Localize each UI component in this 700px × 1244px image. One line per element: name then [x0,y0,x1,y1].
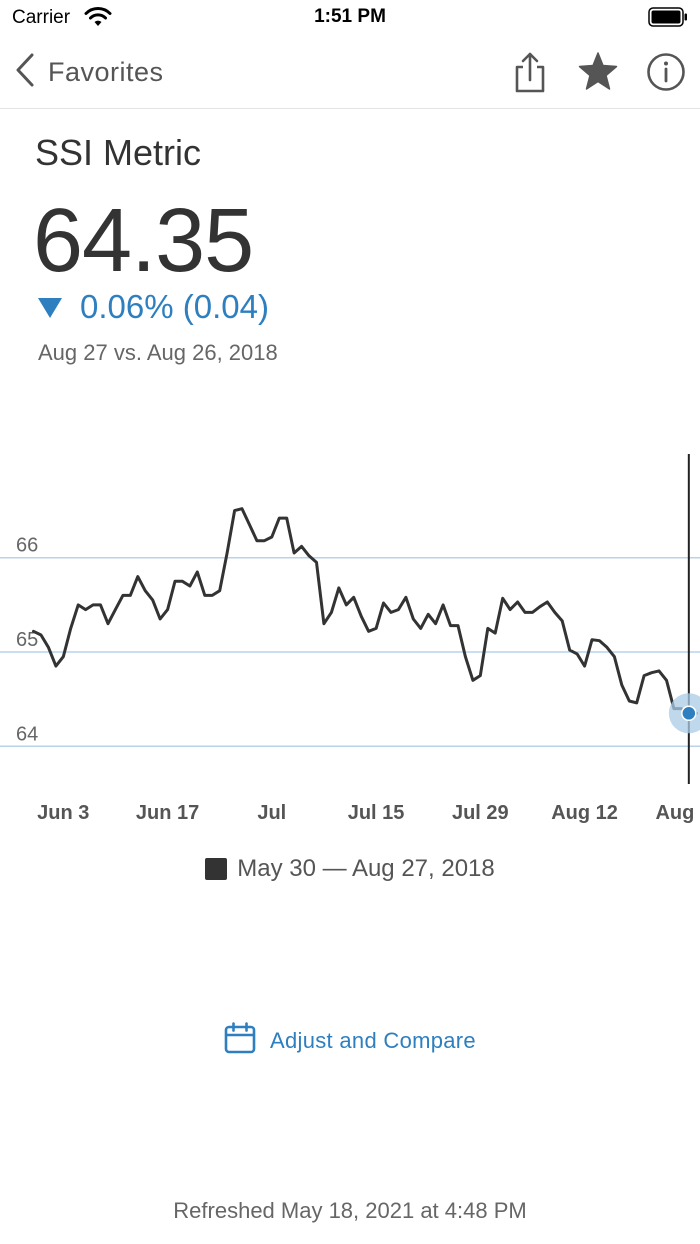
status-time: 1:51 PM [314,6,386,27]
x-tick-label: Jun 17 [136,802,199,824]
y-tick-label: 64 [16,723,38,745]
info-icon[interactable] [645,52,687,97]
metric-comparison: Aug 27 vs. Aug 26, 2018 [38,340,278,365]
x-tick-label: Aug 12 [551,802,618,824]
refreshed-timestamp: Refreshed May 18, 2021 at 4:48 PM [173,1198,527,1223]
x-tick-label: Jul [257,802,286,824]
y-tick-label: 66 [16,535,38,557]
chart-legend: May 30 — Aug 27, 2018 [0,855,700,883]
line-chart[interactable]: 64 65 66 Jun 3 Jun 17 Jul Jul 15 Jul 29 Aug 12 Au… [0,440,700,840]
back-button[interactable]: Favorites [14,52,164,92]
adjust-and-compare-label: Adjust and Compare [270,1027,476,1053]
star-icon[interactable] [578,51,618,96]
battery-icon [648,7,688,32]
x-tick-label: Jun 3 [37,802,89,824]
metric-change-value: 0.06% (0.04) [80,288,269,325]
adjust-and-compare-button[interactable]: Adjust and Compare [0,1022,700,1059]
y-tick-label: 65 [16,629,38,651]
arrow-down-icon [38,298,62,318]
highlight-point[interactable] [681,705,697,722]
share-icon[interactable] [512,52,548,99]
series-line-0 [32,507,698,715]
metric-title: SSI Metric [35,132,202,173]
carrier-label: Carrier [12,7,71,28]
wifi-icon [84,6,112,33]
x-tick-label: Aug 26 [655,802,700,824]
status-bar: Carrier 1:51 PM [0,0,700,38]
x-tick-label: Jul 15 [348,802,405,824]
metric-value: 64.35 [33,191,254,291]
chevron-left-icon [14,52,36,93]
legend-swatch [205,858,228,880]
calendar-icon [224,1022,256,1059]
x-tick-label: Jul 29 [452,802,509,824]
metric-change: 0.06% (0.04) [38,288,269,326]
legend-label: May 30 — Aug 27, 2018 [237,855,495,882]
back-label: Favorites [48,56,164,87]
navigation-bar: Favorites [0,38,700,109]
